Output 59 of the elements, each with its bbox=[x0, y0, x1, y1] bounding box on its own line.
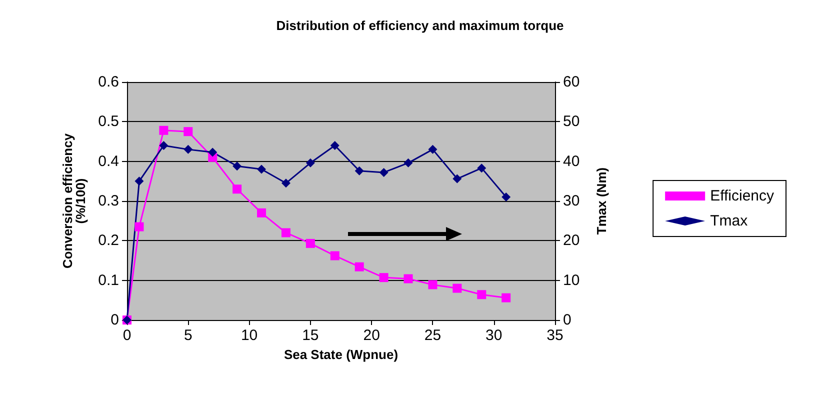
x-tick-label: 15 bbox=[302, 327, 319, 344]
point bbox=[452, 174, 462, 184]
y-axis-title: Conversion efficiency (%/100) bbox=[60, 132, 88, 269]
point bbox=[184, 144, 193, 154]
chart-title: Distribution of efficiency and maximum torque bbox=[276, 18, 564, 33]
point bbox=[306, 238, 315, 248]
y-tick-label: 0.6 bbox=[98, 74, 119, 90]
y2-tick-label: 0 bbox=[563, 312, 572, 328]
legend-label: Tmax bbox=[710, 212, 748, 230]
point bbox=[379, 273, 388, 282]
point bbox=[404, 158, 413, 168]
x-tick-label: 10 bbox=[240, 327, 258, 344]
y-tick-label: 0.3 bbox=[98, 192, 119, 210]
point bbox=[330, 251, 340, 260]
y2-tick-label: 50 bbox=[563, 113, 580, 130]
point bbox=[159, 126, 168, 135]
y2-tick-label: 20 bbox=[563, 232, 580, 250]
point bbox=[281, 178, 290, 188]
x-tick-label: 0 bbox=[122, 327, 132, 344]
x-tick-label: 35 bbox=[546, 327, 564, 344]
point bbox=[232, 162, 242, 171]
point bbox=[477, 164, 486, 173]
point bbox=[134, 176, 144, 186]
y2-axis-title: Tmax (Nm) bbox=[594, 167, 609, 235]
x-tick-label: 30 bbox=[486, 327, 502, 344]
y-tick-label: 0.5 bbox=[98, 113, 119, 130]
point bbox=[404, 274, 413, 284]
point bbox=[232, 184, 242, 194]
point bbox=[281, 228, 290, 238]
point bbox=[184, 127, 193, 136]
point bbox=[502, 293, 511, 302]
point bbox=[428, 280, 438, 290]
point bbox=[452, 284, 462, 293]
y2-tick-label: 10 bbox=[563, 272, 580, 289]
point bbox=[306, 158, 315, 168]
point bbox=[159, 140, 168, 150]
point bbox=[257, 164, 266, 174]
x-tick-label: 5 bbox=[184, 327, 192, 344]
point bbox=[428, 144, 438, 154]
y-tick-label: 0.4 bbox=[98, 152, 119, 170]
y2-tick-label: 60 bbox=[563, 74, 580, 90]
point bbox=[257, 208, 266, 218]
y-tick-label: 0 bbox=[110, 312, 119, 328]
point bbox=[477, 290, 486, 300]
y2-tick-label: 30 bbox=[563, 192, 580, 210]
point bbox=[379, 168, 388, 177]
point bbox=[330, 140, 340, 150]
point bbox=[208, 148, 218, 157]
y2-tick-label: 40 bbox=[563, 152, 580, 170]
point bbox=[354, 166, 364, 176]
y-tick-label: 0.1 bbox=[98, 272, 119, 289]
x-tick-label: 20 bbox=[363, 327, 380, 344]
point bbox=[354, 262, 364, 272]
point bbox=[134, 222, 144, 232]
x-axis-title: Sea State (Wpnue) bbox=[284, 347, 398, 362]
point bbox=[502, 192, 511, 202]
x-tick-label: 25 bbox=[424, 327, 442, 344]
y-tick-label: 0.2 bbox=[98, 232, 119, 250]
legend-label: Efficiency bbox=[710, 188, 774, 204]
